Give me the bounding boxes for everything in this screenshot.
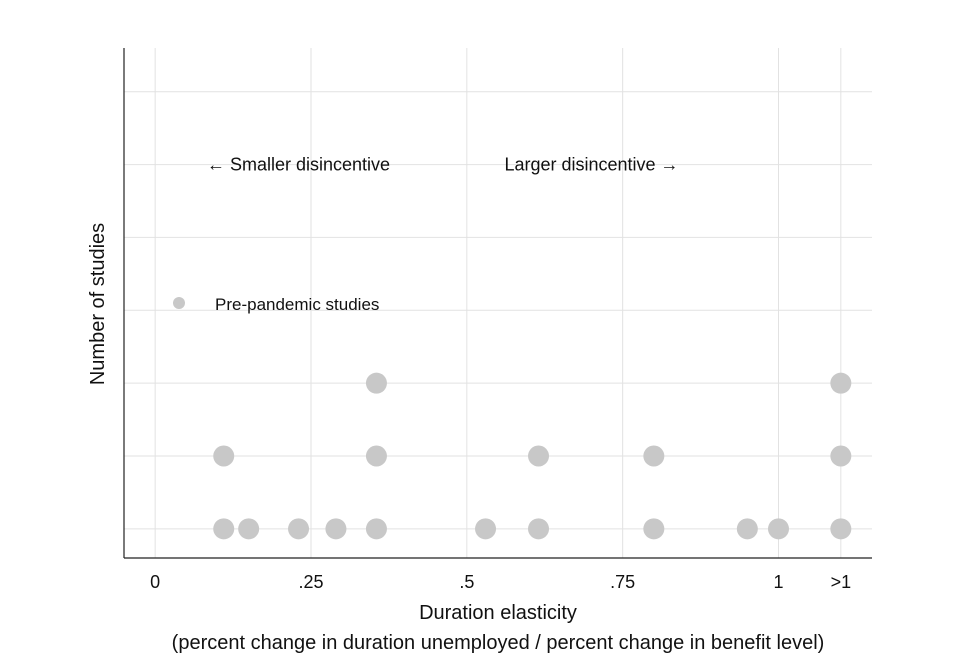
data-point: [643, 445, 665, 467]
data-point: [475, 518, 497, 540]
x-tick-label: .25: [298, 572, 323, 592]
data-point: [528, 518, 550, 540]
axes: [123, 48, 872, 559]
legend-label: Pre-pandemic studies: [215, 295, 379, 314]
data-point: [213, 445, 235, 467]
x-tick-label: .5: [459, 572, 474, 592]
data-point: [365, 518, 387, 540]
x-tick-labels: 0 .25 .5 .75 1 >1: [150, 572, 851, 592]
data-point: [213, 518, 235, 540]
x-tick-label: 1: [773, 572, 783, 592]
data-point: [830, 445, 852, 467]
data-point: [365, 445, 387, 467]
x-tick-label: >1: [831, 572, 852, 592]
data-point: [736, 518, 758, 540]
data-point: [830, 518, 852, 540]
legend: Pre-pandemic studies: [173, 295, 379, 314]
data-point: [528, 445, 550, 467]
legend-marker: [173, 297, 185, 309]
data-point: [768, 518, 789, 540]
x-axis-subtitle: (percent change in duration unemployed /…: [172, 632, 825, 654]
y-axis-title: Number of studies: [87, 223, 109, 385]
data-point: [830, 372, 852, 394]
x-tick-label: .75: [610, 572, 635, 592]
data-point: [365, 372, 387, 394]
data-point: [325, 518, 347, 540]
x-tick-label: 0: [150, 572, 160, 592]
data-point: [238, 518, 260, 540]
x-axis-title: Duration elasticity: [419, 602, 577, 624]
data-points: [213, 372, 852, 540]
annotation-larger-disincentive: Larger disincentive →: [504, 155, 678, 175]
annotation-smaller-disincentive: ← Smaller disincentive: [207, 155, 390, 175]
grid: [124, 48, 872, 558]
data-point: [643, 518, 665, 540]
annotations: ← Smaller disincentive Larger disincenti…: [207, 155, 679, 175]
data-point: [288, 518, 310, 540]
